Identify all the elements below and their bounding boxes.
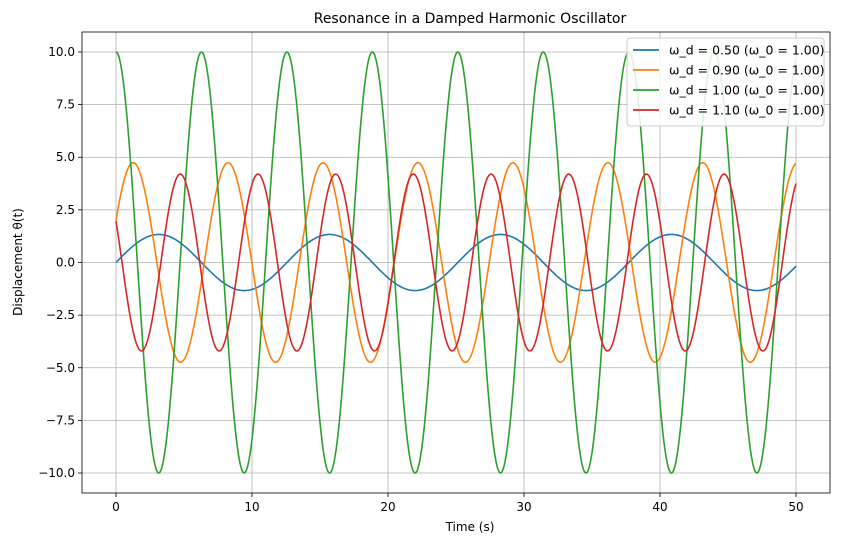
series-line-3 (115, 51, 797, 474)
y-tick-label: 10.0 (48, 45, 75, 59)
x-tick-label: 10 (244, 500, 259, 514)
y-tick-label: 5.0 (56, 150, 75, 164)
legend-label: ω_d = 0.90 (ω_0 = 1.00) (669, 63, 825, 78)
y-tick-label: −5.0 (46, 361, 75, 375)
legend: ω_d = 0.50 (ω_0 = 1.00) ω_d = 0.90 (ω_0 =… (626, 37, 825, 127)
legend-label: ω_d = 1.10 (ω_0 = 1.00) (669, 103, 825, 118)
axis-ticks: 0 10 20 30 40 50 −10.0 −7.5 −5.0 −2.5 0.0 2.5 5.0 7.5… (38, 45, 803, 514)
x-axis-label: Time (s) (445, 520, 495, 534)
series-line-2 (115, 161, 797, 364)
x-tick-label: 40 (652, 500, 667, 514)
y-tick-label: −10.0 (38, 466, 75, 480)
y-axis-label: Displacement θ(t) (11, 208, 25, 316)
y-tick-label: 2.5 (56, 203, 75, 217)
chart-title: Resonance in a Damped Harmonic Oscillato… (314, 11, 627, 27)
y-tick-label: 7.5 (56, 98, 75, 112)
x-tick-label: 30 (516, 500, 531, 514)
series-line-4 (115, 173, 797, 352)
legend-label: ω_d = 0.50 (ω_0 = 1.00) (669, 43, 825, 58)
y-tick-label: 0.0 (56, 256, 75, 270)
legend-label: ω_d = 1.00 (ω_0 = 1.00) (669, 83, 825, 98)
y-tick-label: −2.5 (46, 308, 75, 322)
x-tick-label: 50 (788, 500, 803, 514)
y-tick-label: −7.5 (46, 413, 75, 427)
x-tick-label: 20 (380, 500, 395, 514)
series-lines (115, 51, 797, 474)
x-tick-label: 0 (112, 500, 120, 514)
legend-box (626, 37, 825, 127)
